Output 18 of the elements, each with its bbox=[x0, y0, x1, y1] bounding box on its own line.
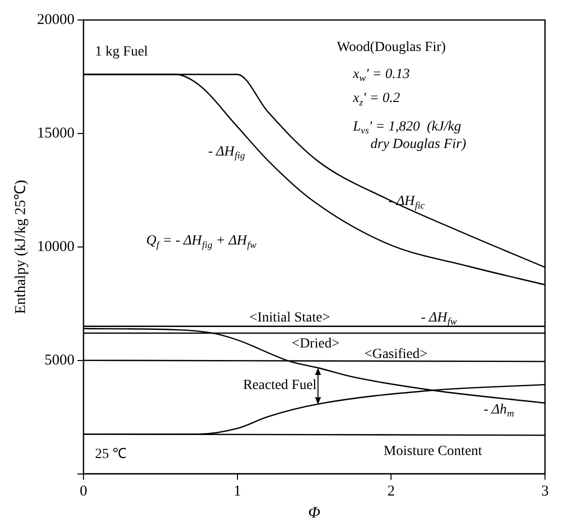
x-tick-label: 1 bbox=[234, 484, 242, 500]
annotation: <Gasified> bbox=[364, 347, 428, 362]
x-tick-label: 3 bbox=[541, 484, 549, 500]
annotation: 1 kg Fuel bbox=[95, 44, 148, 60]
annotation: <Initial State> bbox=[249, 310, 330, 326]
y-tick-label: 15000 bbox=[37, 125, 74, 142]
y-tick-label: 20000 bbox=[37, 12, 74, 28]
y-axis-title: Enthalpy (kJ/kg 25℃) bbox=[12, 180, 29, 314]
annotation: <Dried> bbox=[292, 336, 340, 352]
y-tick-label: 10000 bbox=[37, 238, 74, 255]
annotation: Wood(Douglas Fir) bbox=[336, 40, 446, 55]
x-tick-label: 2 bbox=[387, 484, 395, 500]
annotation: Moisture Content bbox=[384, 444, 482, 460]
y-tick-label: 5000 bbox=[44, 352, 74, 368]
x-axis-title: Φ bbox=[308, 504, 320, 522]
annotation: Reacted Fuel bbox=[243, 378, 317, 394]
x-tick-label: 0 bbox=[80, 484, 88, 500]
annotation: 25 ℃ bbox=[95, 446, 127, 462]
